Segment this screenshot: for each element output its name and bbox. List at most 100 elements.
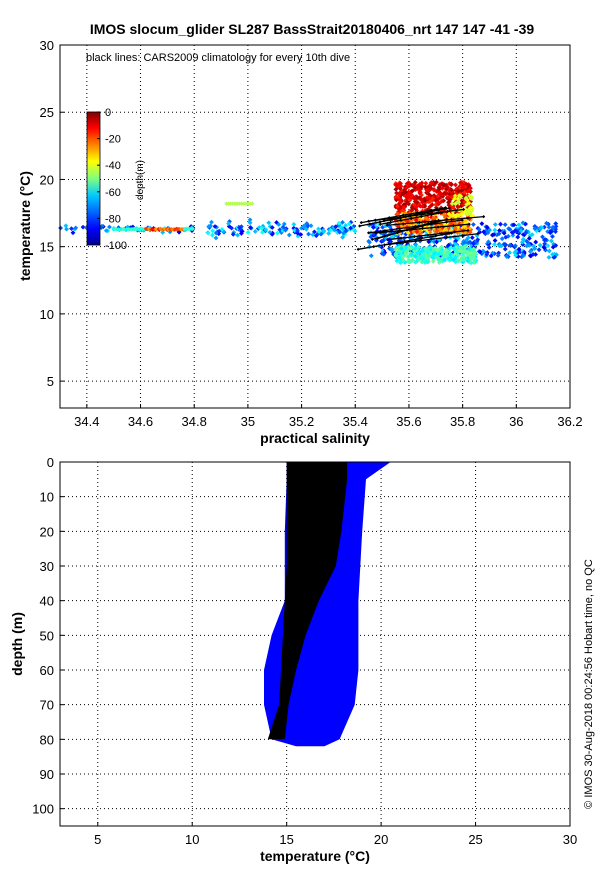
ts-data-point xyxy=(465,235,471,241)
ts-data-point xyxy=(462,184,468,190)
ts-data-point xyxy=(429,252,435,258)
ts-data-point xyxy=(434,179,439,185)
ts-data-point xyxy=(464,251,470,257)
ts-data-point xyxy=(431,187,437,193)
ts-data-point xyxy=(398,197,404,202)
ts-data-point xyxy=(468,257,473,263)
ts-data-point xyxy=(419,203,425,209)
ts-data-point xyxy=(398,183,404,189)
ts-data-point xyxy=(490,250,496,256)
ts-data-point xyxy=(427,204,433,210)
ts-data-point xyxy=(518,228,524,234)
td-climatology-profiles xyxy=(267,462,348,740)
ts-data-point xyxy=(468,185,473,191)
ts-data-point xyxy=(400,188,406,194)
ts-x-tick-label: 35 xyxy=(241,414,255,429)
ts-data-point xyxy=(541,224,547,230)
ts-data-point xyxy=(552,254,558,260)
ts-data-point xyxy=(532,226,538,232)
ts-data-point xyxy=(546,248,552,254)
ts-data-point xyxy=(421,252,427,258)
ts-data-point xyxy=(416,186,422,192)
ts-data-point xyxy=(396,238,402,244)
ts-data-point xyxy=(295,228,300,234)
ts-y-tick-label: 25 xyxy=(40,105,54,120)
ts-data-point xyxy=(452,196,458,201)
ts-data-point xyxy=(412,179,418,185)
ts-data-point xyxy=(469,243,474,249)
td-x-tick-label: 10 xyxy=(185,832,199,847)
ts-data-point xyxy=(492,238,498,243)
ts-data-point xyxy=(398,224,404,230)
ts-data-point xyxy=(337,229,342,235)
ts-data-point xyxy=(449,187,454,193)
td-y-tick-label: 30 xyxy=(40,559,54,574)
ts-data-point xyxy=(516,222,522,228)
ts-data-point xyxy=(492,242,497,247)
ts-data-point xyxy=(469,235,475,241)
ts-data-point xyxy=(301,223,307,229)
colorbar-label: depth(m) xyxy=(135,160,146,200)
ts-data-point xyxy=(336,220,342,226)
ts-data-point xyxy=(280,224,286,230)
ts-data-point xyxy=(466,207,472,212)
ts-data-point xyxy=(455,188,461,194)
ts-data-point xyxy=(247,217,253,223)
ts-data-point xyxy=(449,192,455,198)
ts-data-point xyxy=(269,231,275,237)
ts-y-tick-label: 20 xyxy=(40,172,54,187)
ts-data-point xyxy=(464,211,470,217)
ts-panel: 34.4 34.6 34.8 35 35.2 35.4 35.6 35.8 36 36.2 5 10… xyxy=(17,38,583,446)
ts-data-point xyxy=(432,250,438,256)
ts-data-point xyxy=(467,239,473,245)
ts-data-point xyxy=(252,229,258,234)
ts-x-axis-label: practical salinity xyxy=(260,430,370,446)
colorbar-tick-label: -60 xyxy=(105,187,121,199)
ts-data-point xyxy=(520,220,526,226)
ts-climatology-line xyxy=(359,213,421,227)
ts-data-point xyxy=(214,224,220,230)
ts-data-point xyxy=(417,185,423,191)
ts-data-point xyxy=(306,231,311,237)
ts-data-point xyxy=(448,228,454,233)
ts-data-point xyxy=(439,247,445,253)
ts-data-point xyxy=(414,204,419,210)
ts-data-point xyxy=(176,229,182,235)
ts-data-point xyxy=(507,242,513,248)
ts-data-point xyxy=(412,196,418,202)
td-y-tick-label: 70 xyxy=(40,698,54,713)
ts-climatology-line xyxy=(384,233,478,246)
ts-data-point xyxy=(438,257,443,263)
ts-data-point xyxy=(380,224,385,230)
ts-climatology-lines xyxy=(358,207,484,250)
ts-data-point xyxy=(298,232,304,237)
ts-data-point xyxy=(413,259,419,265)
ts-data-point xyxy=(399,246,404,251)
ts-data-point xyxy=(415,250,420,256)
ts-data-point xyxy=(460,225,466,231)
ts-data-point xyxy=(417,181,423,187)
ts-data-point xyxy=(394,190,399,196)
ts-data-point xyxy=(439,250,444,256)
ts-climatology-line xyxy=(387,229,469,241)
ts-data-point xyxy=(480,248,486,254)
ts-data-point xyxy=(546,254,552,260)
ts-data-point xyxy=(549,238,554,244)
ts-data-point xyxy=(340,227,346,233)
ts-data-point xyxy=(408,259,413,265)
ts-data-point xyxy=(438,222,444,228)
ts-data-point xyxy=(442,214,448,220)
ts-data-point xyxy=(469,208,475,214)
ts-data-point xyxy=(427,199,433,205)
ts-data-point xyxy=(453,259,458,265)
ts-data-point xyxy=(465,249,471,254)
ts-data-point xyxy=(394,258,400,264)
td-x-tick-label: 15 xyxy=(279,832,293,847)
ts-data-point xyxy=(413,242,419,248)
ts-data-point xyxy=(544,220,549,226)
ts-data-point xyxy=(406,189,412,195)
ts-data-point xyxy=(231,229,237,235)
ts-data-point xyxy=(427,229,433,235)
ts-x-tick-label: 36 xyxy=(509,414,523,429)
td-y-tick-label: 20 xyxy=(40,524,54,539)
